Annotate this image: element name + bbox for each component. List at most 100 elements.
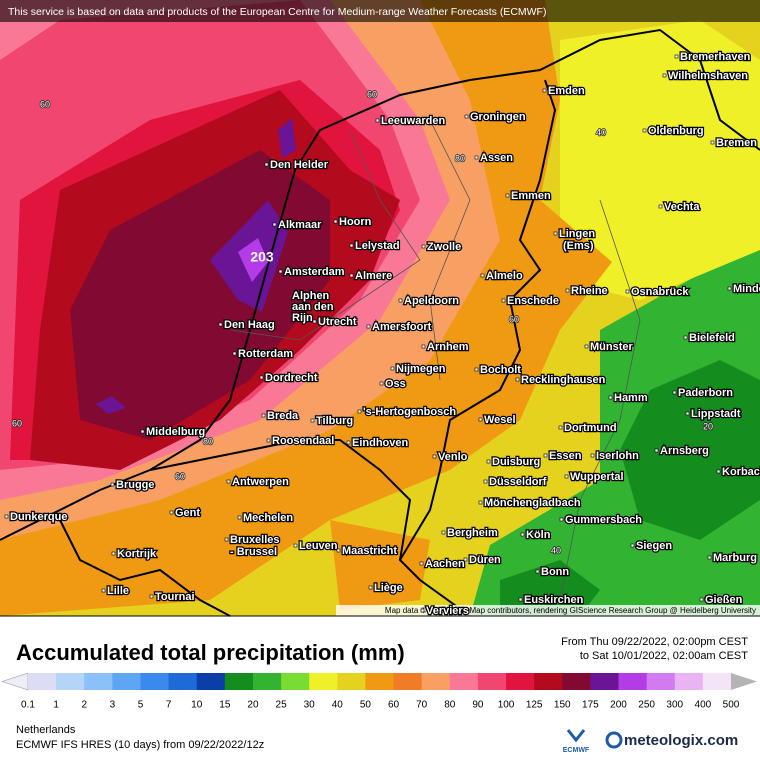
rain-area: [500, 560, 600, 616]
city-label: Brugge: [116, 479, 155, 491]
city-label: Tilburg: [316, 415, 353, 427]
legend-label: 400: [695, 700, 712, 711]
legend-swatch: [168, 673, 198, 690]
city-dot: [266, 438, 271, 443]
legend-swatch: [477, 673, 507, 690]
legend-swatch: [449, 673, 479, 690]
legend-label: 90: [472, 700, 484, 711]
city-dot: [707, 555, 712, 560]
city-label: Bocholt: [480, 364, 521, 376]
legend-label: 500: [723, 700, 740, 711]
city-label: Roosendaal: [272, 435, 334, 447]
contour-label: 60: [509, 314, 519, 324]
city-dot: [224, 537, 229, 542]
city-dot: [505, 193, 510, 198]
city-dot: [662, 73, 667, 78]
legend-label: 40: [332, 700, 344, 711]
city-label: Osnabrück: [631, 286, 689, 298]
legend-swatch: [506, 673, 535, 690]
city-label: Essen: [549, 450, 582, 462]
city-dot: [421, 344, 426, 349]
city-dot: [520, 532, 525, 537]
city-label: Minden: [733, 283, 760, 295]
city-label: Iserlohn: [596, 450, 639, 462]
city-label: Paderborn: [678, 387, 733, 399]
city-dot: [218, 322, 223, 327]
city-label: Gent: [175, 507, 200, 519]
city-dot: [232, 351, 237, 356]
contour-label: 60: [40, 99, 50, 109]
city-dot: [140, 429, 145, 434]
city-dot: [518, 597, 523, 602]
legend-swatch: [224, 673, 254, 690]
city-label: Siegen: [636, 540, 672, 552]
city-dot: [685, 411, 690, 416]
header-text: This service is based on data and produc…: [8, 6, 546, 18]
city-label: Gießen: [705, 594, 743, 606]
legend-swatch: [618, 673, 648, 690]
city-label: Dortmund: [564, 422, 617, 434]
contour-label: 40: [596, 127, 606, 137]
city-label: Zwolle: [427, 241, 461, 253]
legend-swatch: [56, 673, 85, 690]
city-dot: [658, 204, 663, 209]
city-label: Arnhem: [427, 341, 469, 353]
legend-swatch: [702, 673, 732, 690]
city-dot: [310, 418, 315, 423]
city-dot: [398, 298, 403, 303]
city-label: Oldenburg: [648, 125, 704, 137]
contour-label: 80: [455, 153, 465, 163]
rain-area: [238, 238, 268, 282]
city-label: Venlo: [438, 451, 468, 463]
city-label: Bremerhaven: [680, 51, 751, 63]
city-label: Amersfoort: [372, 321, 432, 333]
contour-label: 60: [175, 471, 185, 481]
legend-swatch: [421, 673, 451, 690]
city-dot: [111, 551, 116, 556]
legend-label: 250: [638, 700, 655, 711]
city-dot: [625, 289, 630, 294]
city-dot: [312, 319, 317, 324]
legend-label: 125: [526, 700, 543, 711]
city-label: Dordrecht: [265, 372, 318, 384]
city-dot: [542, 88, 547, 93]
legend-label: 25: [276, 700, 288, 711]
city-dot: [480, 273, 485, 278]
city-label: Rijn: [292, 312, 313, 324]
city-label: Köln: [526, 529, 551, 541]
legend-label: 20: [247, 700, 259, 711]
max-label: 203: [250, 249, 274, 265]
city-label: Hamm: [614, 392, 648, 404]
legend-swatch: [28, 673, 57, 690]
city-dot: [349, 273, 354, 278]
city-dot: [716, 469, 721, 474]
legend-label: 3: [110, 700, 116, 711]
city-dot: [710, 140, 715, 145]
city-dot: [564, 474, 569, 479]
city-dot: [169, 510, 174, 515]
legend-label: 300: [666, 700, 683, 711]
city-label: Rotterdam: [238, 348, 293, 360]
city-label: Nijmegen: [396, 363, 446, 375]
legend-label: 7: [166, 700, 172, 711]
city-dot: [535, 569, 540, 574]
legend-arrow-left: [1, 672, 29, 691]
legend-label: 5: [138, 700, 144, 711]
city-label: Mönchengladbach: [484, 497, 581, 509]
legend-swatch: [252, 673, 282, 690]
city-dot: [346, 440, 351, 445]
city-dot: [483, 479, 488, 484]
legend-swatch: [534, 673, 563, 690]
city-dot: [565, 288, 570, 293]
city-label: Korbach: [722, 466, 760, 478]
city-label: Bergheim: [447, 527, 498, 539]
legend-label: 80: [444, 700, 456, 711]
legend-label: 30: [304, 700, 316, 711]
contour-label: 80: [203, 436, 213, 446]
city-label: Den Helder: [270, 159, 329, 171]
contour-label: 60: [12, 418, 22, 428]
city-label: Dunkerque: [10, 511, 67, 523]
city-label: Tournai: [155, 591, 195, 603]
city-dot: [366, 324, 371, 329]
city-dot: [226, 479, 231, 484]
